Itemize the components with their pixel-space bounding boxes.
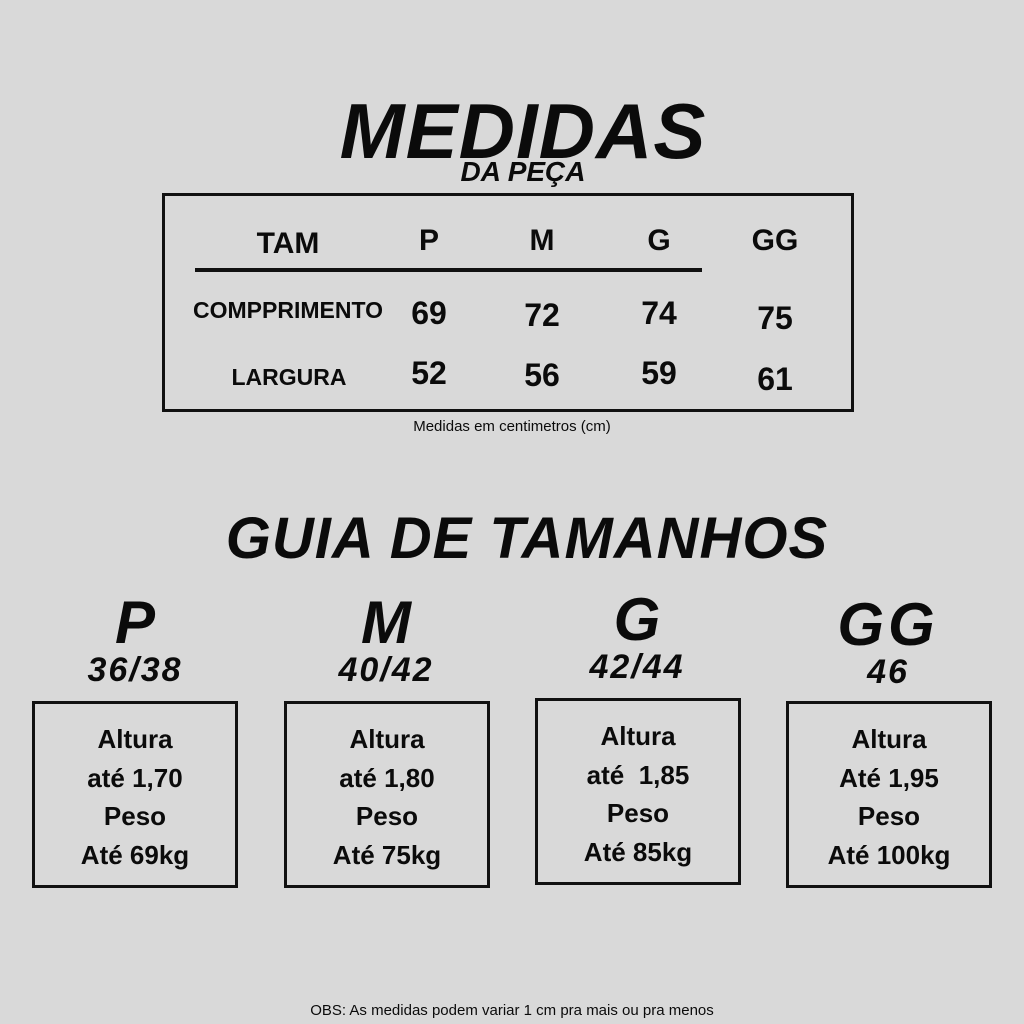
header-tam: TAM xyxy=(256,227,320,260)
card-line: até 1,85 xyxy=(586,760,690,790)
card-line: Peso xyxy=(857,801,921,831)
measurements-table xyxy=(162,193,854,412)
header-size-gg: GG xyxy=(751,224,799,257)
card-line: Até 100kg xyxy=(827,840,951,870)
card-line: Altura xyxy=(349,724,425,754)
cell-value: 52 xyxy=(411,355,447,391)
card-line: Até 1,95 xyxy=(839,763,939,793)
size-card-g: Altura até 1,85 Peso Até 85kg xyxy=(535,698,741,885)
card-line: Até 85kg xyxy=(583,837,693,867)
row-label-comprimento: COMPPRIMENTO xyxy=(193,297,383,323)
size-number-m: 40/42 xyxy=(338,651,434,689)
cell-value: 69 xyxy=(411,295,447,331)
card-line: Altura xyxy=(600,721,676,751)
header-size-m: M xyxy=(529,224,555,257)
header-size-g: G xyxy=(647,224,671,257)
header-size-p: P xyxy=(418,224,440,257)
cell-value: 75 xyxy=(757,300,793,336)
card-line: até 1,70 xyxy=(87,763,183,793)
measurements-subtitle: DA PEÇA xyxy=(460,156,586,187)
size-card-m: Altura até 1,80 Peso Até 75kg xyxy=(284,701,490,888)
card-line: Altura xyxy=(97,724,173,754)
card-line: até 1,80 xyxy=(339,763,435,793)
row-label-largura: LARGURA xyxy=(231,364,347,390)
size-card-gg: Altura Até 1,95 Peso Até 100kg xyxy=(786,701,992,888)
size-letter-g: G xyxy=(613,586,661,653)
footer-note: OBS: As medidas podem variar 1 cm pra ma… xyxy=(310,1002,714,1019)
card-line: Até 75kg xyxy=(332,840,442,870)
cell-value: 59 xyxy=(641,355,677,391)
card-line: Altura xyxy=(851,724,927,754)
cell-value: 61 xyxy=(757,361,793,397)
cell-value: 56 xyxy=(524,357,560,393)
guide-title: GUIA DE TAMANHOS xyxy=(225,506,829,571)
cell-value: 72 xyxy=(524,297,560,333)
measurements-caption: Medidas em centimetros (cm) xyxy=(413,418,611,435)
card-line: Peso xyxy=(355,801,419,831)
card-line: Peso xyxy=(103,801,167,831)
card-line: Peso xyxy=(606,798,670,828)
size-letter-gg: GG xyxy=(837,591,939,658)
cell-value: 74 xyxy=(641,295,677,331)
measurements-title: MEDIDAS xyxy=(339,87,707,175)
header-divider xyxy=(195,268,702,272)
size-card-p: Altura até 1,70 Peso Até 69kg xyxy=(32,701,238,888)
size-number-gg: 46 xyxy=(867,653,909,691)
size-number-g: 42/44 xyxy=(589,648,685,686)
card-line: Até 69kg xyxy=(80,840,190,870)
size-letter-m: M xyxy=(361,589,411,656)
size-letter-p: P xyxy=(114,589,156,656)
size-number-p: 36/38 xyxy=(87,651,183,689)
